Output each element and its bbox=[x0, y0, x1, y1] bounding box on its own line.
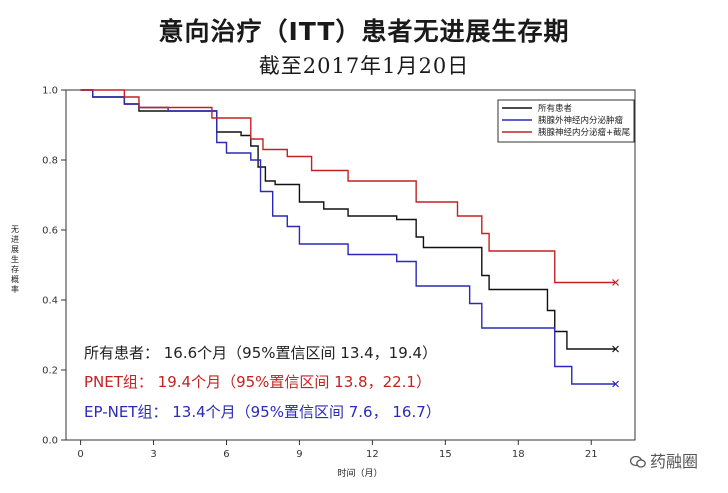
x-tick-label: 9 bbox=[296, 449, 302, 460]
annotation-ep-net: EP-NET组： 13.4个月（95%置信区间 7.6， 16.7） bbox=[84, 403, 441, 421]
x-tick-label: 12 bbox=[366, 449, 379, 460]
legend-label-1: 胰腺外神经内分泌肿瘤 bbox=[538, 115, 624, 126]
censor-mark bbox=[612, 345, 619, 353]
chart-subtitle: 截至2017年1月20日 bbox=[258, 54, 470, 78]
y-tick-label: 0.2 bbox=[42, 366, 58, 377]
y-tick-label: 1.0 bbox=[42, 86, 58, 97]
series-line-2 bbox=[80, 89, 616, 284]
x-axis-label: 时间（月） bbox=[337, 469, 383, 479]
watermark: 药融圈 bbox=[630, 448, 698, 472]
watermark-text: 药融圈 bbox=[650, 452, 699, 471]
x-tick-label: 3 bbox=[150, 449, 156, 460]
chart-title: 意向治疗（ITT）患者无进展生存期 bbox=[158, 17, 570, 46]
x-tick-label: 21 bbox=[585, 449, 598, 460]
censor-mark bbox=[612, 279, 619, 286]
legend-box bbox=[497, 99, 635, 143]
x-tick-label: 15 bbox=[439, 449, 452, 460]
annotation-all-patients: 所有患者： 16.6个月（95%置信区间 13.4，19.4） bbox=[84, 344, 438, 362]
plot-frame bbox=[65, 89, 636, 441]
censor-mark bbox=[612, 380, 619, 388]
y-tick-label: 0.0 bbox=[42, 436, 58, 447]
wechat-icon bbox=[630, 456, 646, 468]
x-tick-label: 18 bbox=[512, 449, 525, 460]
annotation-pnet: PNET组： 19.4个月（95%置信区间 13.8，22.1） bbox=[84, 373, 431, 391]
legend-label-0: 所有患者 bbox=[538, 103, 573, 114]
y-tick-label: 0.4 bbox=[42, 296, 58, 307]
legend-label-2: 胰腺神经内分泌瘤+截尾 bbox=[538, 127, 631, 138]
y-axis-label: 无进展生存概率 bbox=[11, 225, 19, 294]
y-tick-label: 0.8 bbox=[42, 156, 58, 167]
y-tick-label: 0.6 bbox=[42, 226, 58, 237]
x-tick-label: 0 bbox=[77, 449, 83, 460]
x-tick-label: 6 bbox=[223, 449, 229, 460]
